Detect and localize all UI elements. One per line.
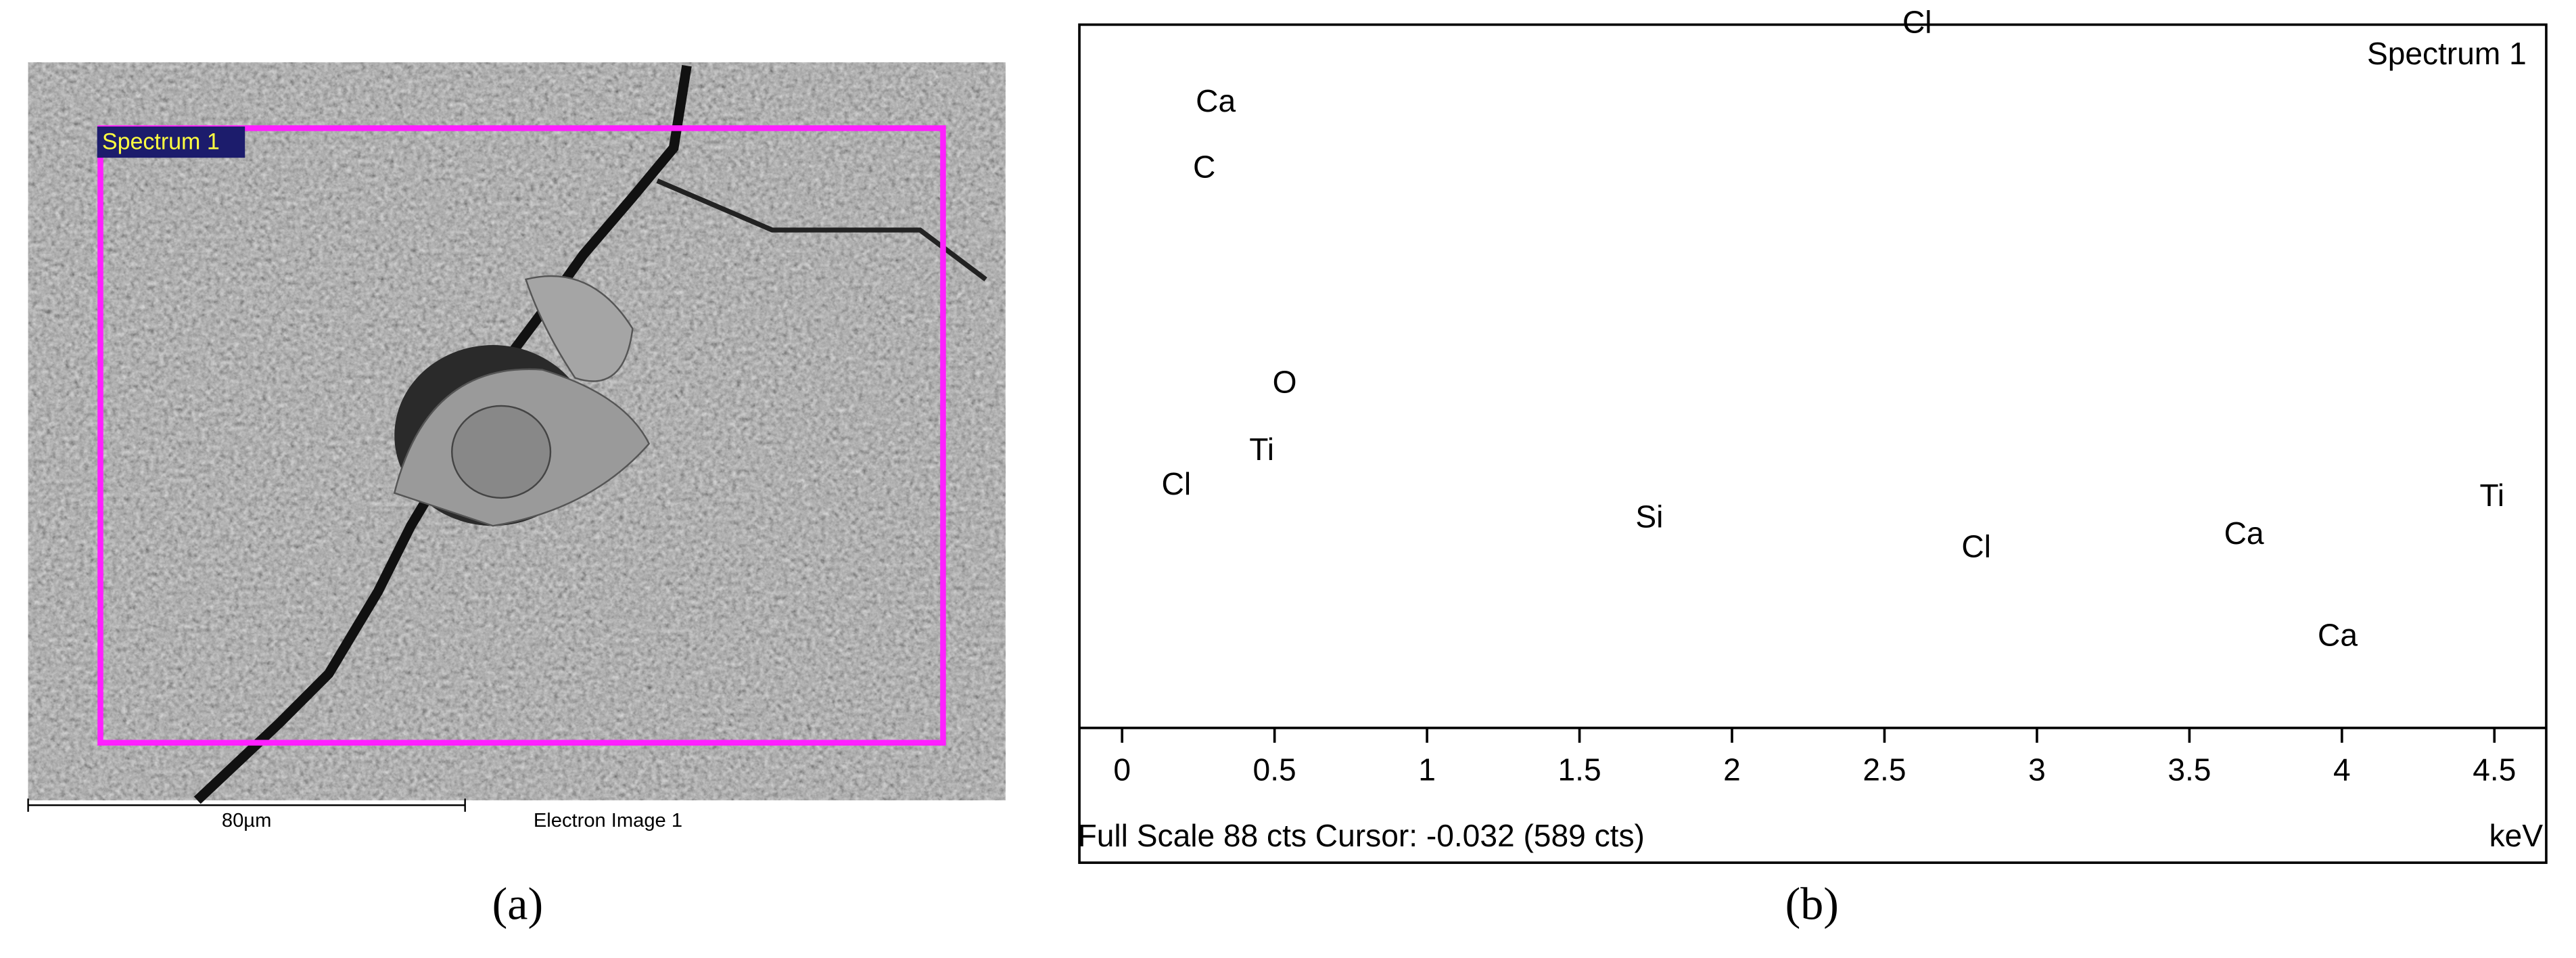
peak-label: C [1193,149,1215,184]
peak-label: Ca [2224,516,2264,551]
x-tick-label: 2 [1723,752,1741,788]
peak-label: Cl [1162,466,1192,501]
caption: (b) [1785,878,1839,930]
x-tick-label: 0.5 [1253,752,1296,788]
spectrum-title: Spectrum 1 [2367,36,2527,71]
x-axis-label: keV [2489,818,2544,853]
spectrum-frame [1078,23,2548,864]
peak-label: O [1273,365,1297,400]
x-tick-label: 4 [2333,752,2351,788]
scale-bar [27,798,466,812]
x-tick-label: 4.5 [2473,752,2516,788]
peak-label: Cl [1902,5,1932,40]
scale-label: 80µm [222,810,271,831]
caption: (a) [492,878,543,930]
crack [656,178,987,281]
spectrum-region [97,125,946,746]
region-label: Spectrum 1 [102,129,220,154]
peak-label: Si [1635,499,1663,534]
peak-label: Ti [1249,432,1274,467]
x-tick-label: 3 [2028,752,2046,788]
status-line: Full Scale 88 cts Cursor: -0.032 (589 ct… [1078,818,1645,853]
peak-label: Cl [1961,528,1991,564]
x-tick-label: 0 [1113,752,1131,788]
peak-label: Ti [2479,478,2504,513]
region-label-box [97,127,245,158]
x-tick-label: 2.5 [1863,752,1906,788]
sem-image [28,62,1006,804]
flake [524,275,634,382]
x-tick-label: 1 [1418,752,1436,788]
x-tick-label: 1.5 [1558,752,1601,788]
particle [451,405,552,499]
peak-label: Ca [2318,618,2358,653]
peak-label: Ca [1196,83,1236,118]
image-label: Electron Image 1 [534,810,682,831]
x-tick-label: 3.5 [2168,752,2211,788]
